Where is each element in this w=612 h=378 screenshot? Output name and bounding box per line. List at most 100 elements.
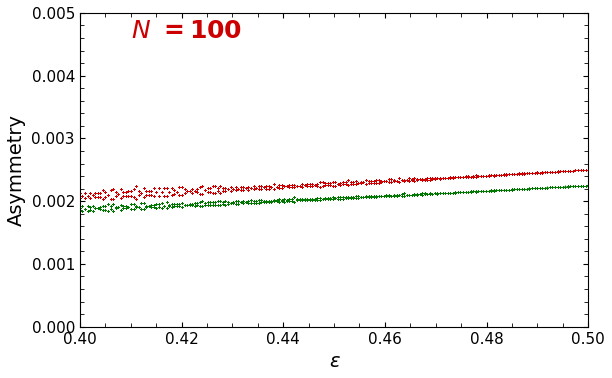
Point bbox=[341, 194, 351, 200]
Point bbox=[507, 171, 517, 177]
Point bbox=[165, 203, 174, 209]
Point bbox=[394, 192, 404, 198]
Point bbox=[124, 188, 133, 194]
Point bbox=[126, 201, 136, 208]
Point bbox=[353, 195, 363, 201]
Point bbox=[172, 203, 182, 209]
Point bbox=[522, 170, 532, 176]
Point bbox=[532, 169, 542, 175]
Point bbox=[261, 186, 271, 192]
Point bbox=[118, 205, 128, 211]
Point bbox=[113, 204, 123, 211]
Point bbox=[200, 201, 210, 208]
Point bbox=[159, 193, 169, 199]
Point bbox=[248, 183, 258, 189]
Point bbox=[287, 182, 297, 188]
Point bbox=[353, 180, 363, 186]
Point bbox=[448, 189, 458, 195]
Point bbox=[124, 204, 133, 210]
Point bbox=[524, 186, 534, 192]
Point bbox=[244, 200, 253, 206]
Point bbox=[78, 203, 88, 209]
Point bbox=[198, 198, 207, 204]
Point bbox=[430, 191, 440, 197]
Point bbox=[514, 171, 524, 177]
Point bbox=[305, 197, 315, 203]
Point bbox=[527, 186, 537, 192]
Point bbox=[333, 196, 343, 202]
Point bbox=[524, 186, 534, 192]
Point bbox=[576, 167, 586, 173]
Point bbox=[553, 169, 562, 175]
Point bbox=[118, 189, 128, 195]
Point bbox=[282, 197, 292, 203]
Point bbox=[335, 194, 345, 200]
Point bbox=[93, 205, 103, 211]
Point bbox=[520, 186, 529, 192]
Point bbox=[113, 191, 123, 197]
Point bbox=[88, 192, 97, 198]
Point bbox=[93, 190, 103, 196]
Point bbox=[522, 170, 532, 177]
Point bbox=[318, 196, 327, 202]
Point bbox=[174, 201, 184, 207]
Point bbox=[517, 186, 527, 192]
Point bbox=[170, 203, 179, 209]
Point bbox=[136, 206, 146, 212]
Point bbox=[239, 187, 248, 193]
Point bbox=[333, 181, 343, 187]
Point bbox=[313, 195, 323, 201]
Point bbox=[307, 196, 317, 202]
Point bbox=[496, 187, 506, 193]
Point bbox=[180, 202, 190, 208]
Point bbox=[576, 167, 586, 173]
Point bbox=[479, 188, 488, 194]
Point bbox=[103, 192, 113, 198]
Point bbox=[305, 183, 315, 189]
Point bbox=[289, 181, 299, 187]
Point bbox=[277, 182, 286, 188]
Point bbox=[353, 193, 363, 199]
Point bbox=[346, 179, 356, 185]
Point bbox=[279, 199, 289, 205]
Point bbox=[261, 198, 271, 204]
Point bbox=[542, 169, 552, 175]
Point bbox=[476, 173, 486, 179]
Point bbox=[529, 185, 539, 191]
Point bbox=[346, 179, 356, 185]
Point bbox=[106, 203, 116, 209]
Point bbox=[435, 175, 445, 181]
Point bbox=[407, 176, 417, 182]
Point bbox=[149, 185, 159, 191]
Point bbox=[78, 193, 88, 199]
Point bbox=[131, 196, 141, 202]
Point bbox=[172, 201, 182, 207]
Point bbox=[88, 192, 97, 198]
Point bbox=[287, 184, 297, 190]
Point bbox=[400, 178, 409, 184]
Point bbox=[285, 198, 294, 204]
Point bbox=[141, 203, 151, 209]
Point bbox=[131, 204, 141, 211]
Point bbox=[289, 199, 299, 205]
Point bbox=[75, 205, 84, 211]
Point bbox=[443, 175, 453, 181]
Point bbox=[494, 172, 504, 178]
Point bbox=[174, 203, 184, 209]
Point bbox=[476, 188, 486, 194]
Point bbox=[279, 196, 289, 202]
Point bbox=[537, 169, 547, 175]
Point bbox=[124, 193, 133, 199]
Point bbox=[285, 196, 294, 202]
Point bbox=[333, 181, 343, 187]
Point bbox=[180, 202, 190, 208]
Point bbox=[187, 186, 197, 192]
Point bbox=[185, 201, 195, 207]
Point bbox=[267, 184, 277, 190]
Point bbox=[300, 197, 310, 203]
Point bbox=[466, 189, 476, 195]
Point bbox=[517, 170, 527, 177]
Point bbox=[509, 171, 519, 177]
Point bbox=[351, 178, 360, 184]
Point bbox=[338, 196, 348, 202]
